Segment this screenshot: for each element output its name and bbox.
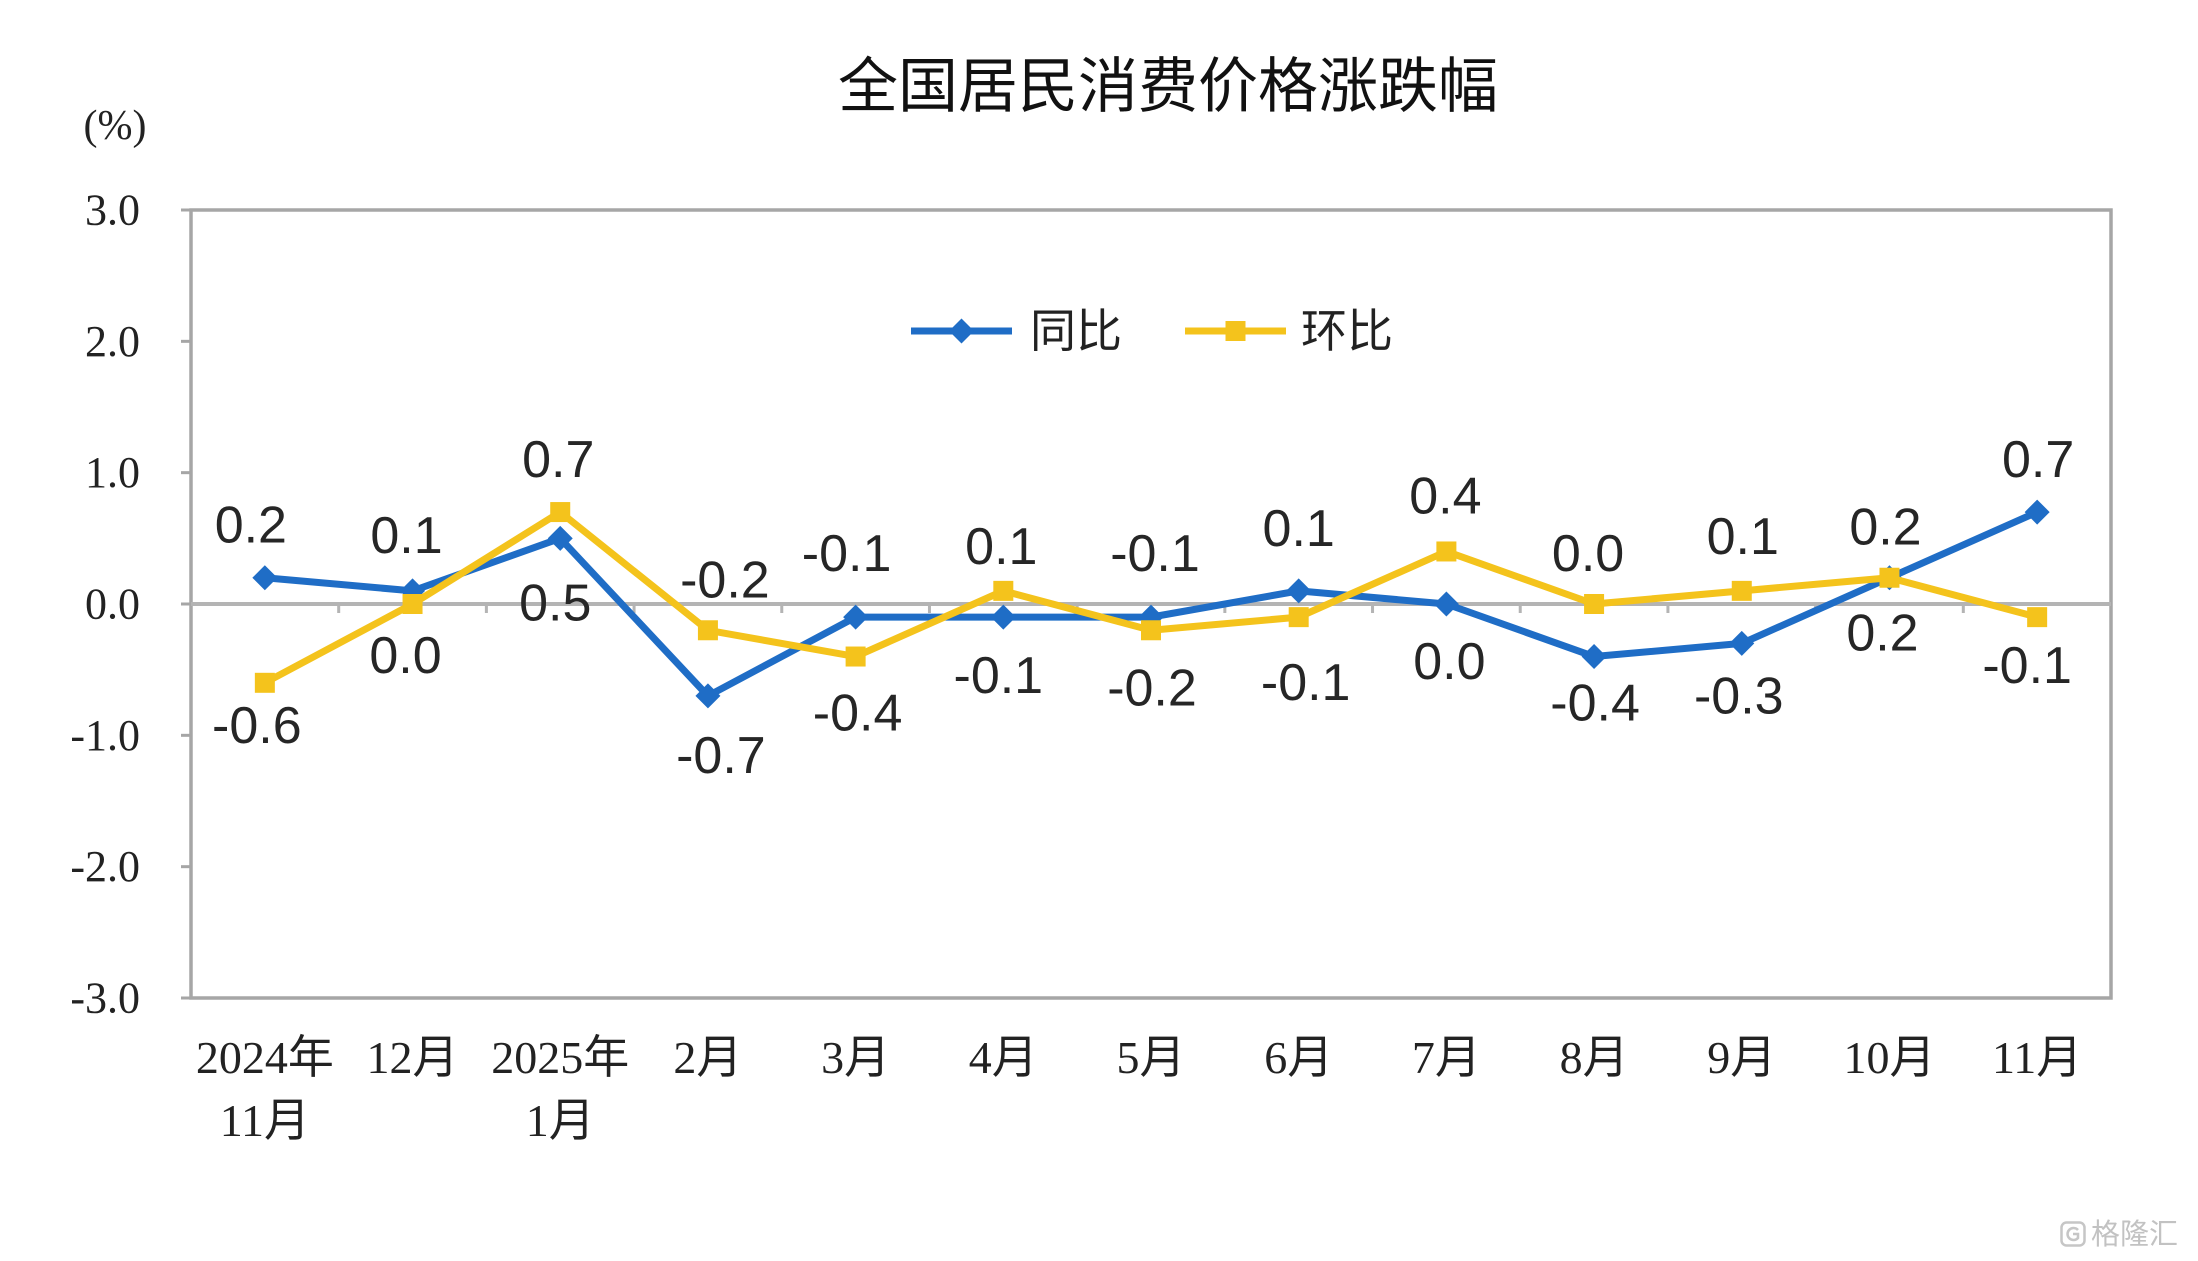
y-tick-label: -3.0 bbox=[70, 974, 140, 1023]
y-tick-label: 1.0 bbox=[85, 448, 140, 497]
series-1-marker bbox=[1584, 594, 1605, 614]
series-1-data-label: -0.6 bbox=[212, 697, 302, 755]
series-0-marker bbox=[1286, 578, 1312, 604]
series-0-data-label: 0.7 bbox=[2002, 431, 2074, 489]
watermark-text: 格隆汇 bbox=[2091, 1217, 2179, 1251]
series-0-data-label: 0.2 bbox=[1846, 605, 1918, 663]
series-0-marker bbox=[252, 565, 278, 591]
y-axis-unit-label: (%) bbox=[83, 103, 147, 149]
series-0-data-label: -0.7 bbox=[676, 727, 766, 785]
series-1-marker bbox=[550, 502, 571, 523]
y-tick-label: -1.0 bbox=[70, 711, 140, 760]
legend-swatch-marker bbox=[1225, 321, 1246, 341]
series-0-data-label: -0.1 bbox=[1110, 525, 1200, 583]
series-1-data-label: -0.2 bbox=[1107, 659, 1197, 717]
series-1-marker bbox=[1731, 580, 1752, 601]
legend-label: 环比 bbox=[1301, 304, 1393, 358]
legend: 同比 环比 bbox=[911, 304, 1393, 358]
series-1-data-label: -0.4 bbox=[813, 685, 903, 743]
series-1-marker bbox=[1879, 567, 1900, 588]
series-0-marker bbox=[2024, 499, 2050, 525]
series-0-data-label: -0.4 bbox=[1550, 675, 1640, 733]
series-1-marker bbox=[697, 620, 718, 641]
series-1-marker bbox=[845, 646, 866, 667]
watermark-logo-icon bbox=[2060, 1221, 2086, 1247]
series-1-marker bbox=[993, 580, 1014, 601]
series-1-data-label: -0.1 bbox=[1261, 654, 1351, 712]
series-1-marker bbox=[402, 594, 423, 614]
series-0-marker bbox=[843, 604, 869, 630]
series-1-marker bbox=[1436, 541, 1457, 562]
series-0-data-label: 0.5 bbox=[519, 574, 591, 632]
series-0-marker bbox=[547, 525, 573, 551]
series-1-marker bbox=[254, 672, 275, 693]
y-tick-label: 0.0 bbox=[85, 580, 140, 629]
series-group bbox=[252, 499, 2050, 709]
series-1-data-label: 0.7 bbox=[522, 431, 594, 489]
watermark: 格隆汇 bbox=[2060, 1216, 2178, 1252]
series-0-data-label: 0.1 bbox=[370, 507, 442, 565]
y-tick-label: 2.0 bbox=[85, 317, 140, 366]
series-1-marker bbox=[1288, 607, 1309, 628]
y-axis: 3.0 2.0 1.0 0.0 -1.0 -2.0 -3.0 bbox=[70, 186, 191, 1023]
series-1-data-label: -0.1 bbox=[1982, 637, 2072, 695]
series-0-data-label: 0.1 bbox=[1263, 500, 1335, 558]
series-1-data-label: 0.2 bbox=[1849, 499, 1921, 557]
series-1-data-label: 0.4 bbox=[1409, 467, 1481, 525]
y-tick-label: 3.0 bbox=[85, 186, 140, 235]
series-0-marker bbox=[695, 683, 721, 709]
series-0-marker bbox=[1433, 591, 1459, 617]
series-0-data-label: -0.3 bbox=[1694, 667, 1784, 725]
series-1-marker bbox=[1141, 620, 1161, 641]
legend-swatch-marker bbox=[949, 318, 974, 344]
series-1-marker bbox=[2027, 607, 2048, 628]
series-0-data-label: -0.1 bbox=[954, 647, 1044, 705]
series-0-data-label: -0.1 bbox=[802, 525, 892, 583]
series-1-data-label: 0.0 bbox=[369, 627, 441, 685]
series-0-data-label: 0.2 bbox=[215, 497, 287, 555]
series-0-marker bbox=[990, 604, 1016, 630]
y-tick-label: -2.0 bbox=[70, 842, 140, 891]
data-labels-group: 0.2 0.1 0.5 -0.7 -0.1 -0.1 -0.1 0.1 0.0 -0.4 -0.3 0… bbox=[212, 431, 2074, 785]
series-1-data-label: -0.2 bbox=[680, 551, 770, 609]
series-0-marker bbox=[1729, 630, 1755, 656]
series-1-data-label: 0.0 bbox=[1552, 525, 1624, 583]
chart-title: 全国居民消费价格涨跌幅 bbox=[838, 52, 1498, 122]
legend-label: 同比 bbox=[1030, 304, 1122, 358]
series-0-data-label: 0.0 bbox=[1413, 633, 1485, 691]
series-0-marker bbox=[1581, 644, 1607, 670]
series-1-data-label: 0.1 bbox=[1707, 508, 1779, 566]
series-1-data-label: 0.1 bbox=[965, 518, 1037, 576]
